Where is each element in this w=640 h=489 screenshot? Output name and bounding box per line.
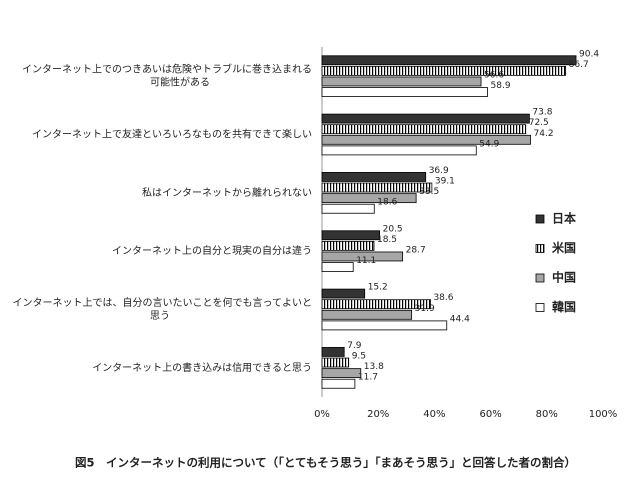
bar [321, 230, 381, 241]
bar [321, 309, 413, 320]
value-label: 33.5 [419, 187, 439, 197]
bar [321, 55, 577, 66]
bar [321, 87, 488, 97]
value-label: 73.8 [532, 108, 552, 118]
bar [321, 251, 404, 262]
legend-label: 日本 [552, 211, 576, 226]
value-label: 11.1 [356, 256, 376, 266]
bar [321, 193, 417, 204]
value-label: 86.7 [569, 60, 589, 70]
bar [321, 65, 567, 76]
bar [321, 182, 433, 193]
bar [321, 378, 356, 389]
bar [321, 347, 345, 357]
bar [321, 288, 366, 299]
value-label: 72.5 [529, 118, 549, 128]
x-tick-label: 20% [367, 409, 389, 420]
bar [321, 203, 375, 214]
value-label: 36.9 [429, 166, 449, 176]
value-label: 31.9 [415, 304, 435, 314]
category-label: インターネット上の書き込みは信用できると思う [92, 361, 312, 374]
value-label: 90.4 [579, 49, 599, 59]
bar [321, 299, 431, 310]
bar [321, 76, 482, 87]
value-label: 20.5 [383, 224, 403, 234]
legend-swatch [535, 273, 545, 283]
bar [321, 357, 350, 368]
category-label: インターネット上でのつきあいは危険やトラブルに巻き込まれる可能性がある [22, 63, 312, 89]
bar [321, 134, 531, 145]
value-label: 38.6 [433, 293, 453, 303]
value-label: 18.6 [377, 198, 397, 208]
legend-label: 中国 [552, 270, 576, 285]
value-label: 7.9 [347, 341, 362, 351]
bar [321, 113, 530, 124]
bar [321, 172, 427, 182]
chart-title: 図5 インターネットの利用について（「とてもそう思う」「まあそう思う」と回答した… [75, 456, 576, 470]
bar [321, 368, 362, 379]
x-tick-label: 40% [423, 409, 445, 420]
bar [321, 262, 354, 272]
x-tick-label: 100% [589, 409, 618, 420]
value-label: 74.2 [534, 129, 554, 139]
bar [321, 124, 527, 135]
value-label: 18.5 [377, 235, 397, 245]
bar [321, 320, 448, 331]
legend-label: 米国 [552, 240, 576, 255]
value-label: 56.6 [484, 70, 504, 80]
value-label: 39.1 [435, 177, 455, 187]
value-label: 13.8 [364, 362, 384, 372]
legend-swatch [535, 214, 545, 224]
value-label: 11.7 [358, 373, 378, 383]
value-label: 15.2 [368, 283, 388, 293]
value-label: 9.5 [352, 352, 366, 362]
value-label: 28.7 [406, 245, 426, 255]
category-label: インターネット上の自分と現実の自分は違う [112, 244, 312, 257]
value-label: 44.4 [450, 314, 470, 324]
value-label: 58.9 [491, 81, 511, 91]
x-tick-label: 0% [314, 409, 330, 420]
x-tick-label: 60% [479, 409, 501, 420]
x-tick-label: 80% [536, 409, 558, 420]
value-label: 54.9 [479, 139, 499, 149]
bar [321, 240, 375, 251]
legend-swatch [535, 303, 545, 312]
bar [321, 145, 477, 156]
category-label: インターネット上で友達といろいろなものを共有できて楽しい [32, 128, 312, 141]
legend-label: 韓国 [552, 299, 576, 314]
legend-swatch [535, 244, 545, 253]
category-label: インターネット上では、自分の言いたいことを何でも言ってよいと思う [13, 296, 313, 322]
category-label: 私はインターネットから離れられない [142, 186, 312, 199]
